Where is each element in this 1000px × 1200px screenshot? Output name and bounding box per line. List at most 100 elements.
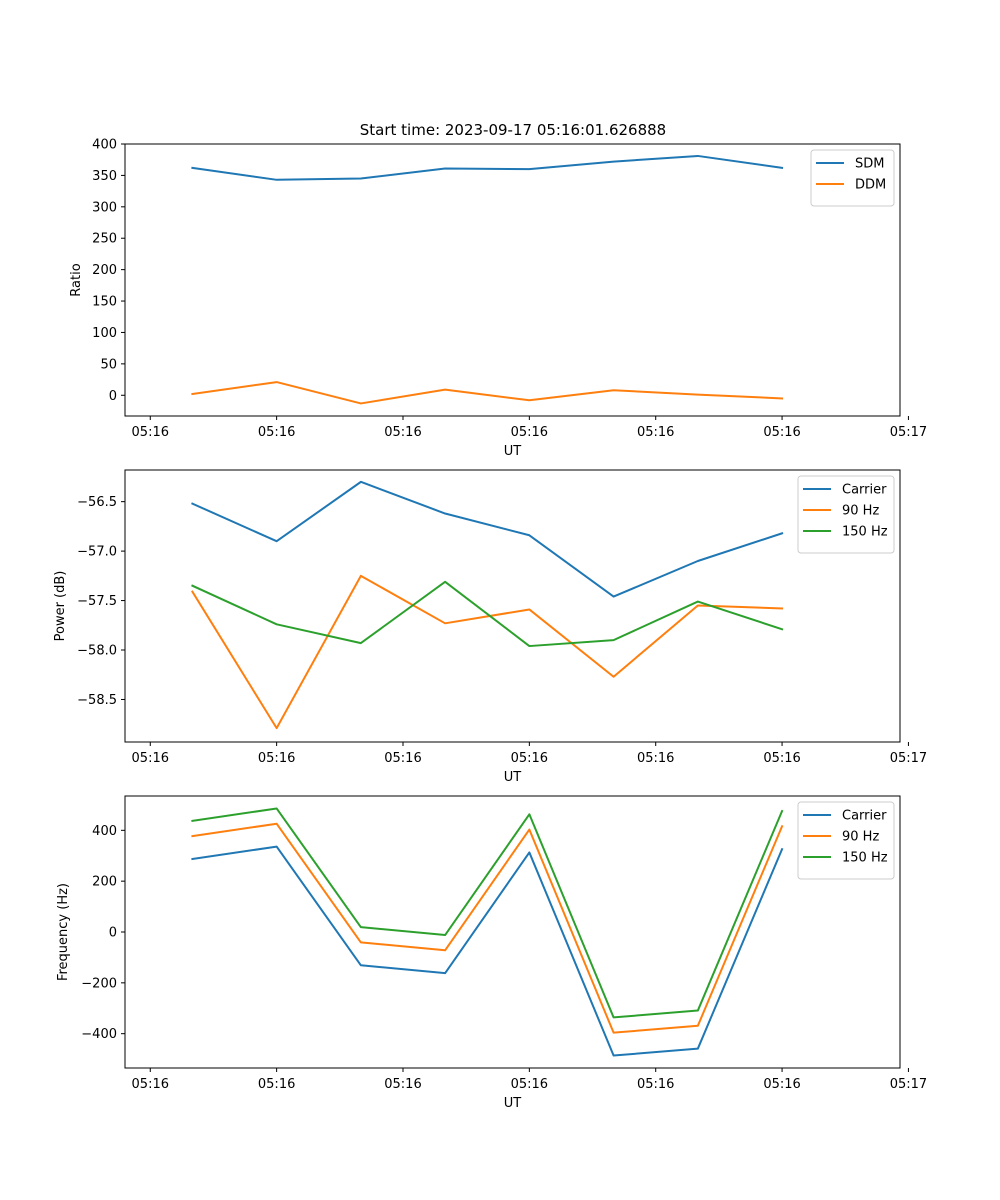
plot-area [191, 480, 784, 730]
data-point [444, 389, 446, 391]
chart-panel-3: 400 200 0 −200 −400 05:16 05:16 05:16 05:16 05:16… [56, 795, 927, 1111]
legend-label: Carrier [842, 809, 887, 824]
data-point [697, 1048, 699, 1050]
x-tick-label: 05:16 [763, 751, 800, 766]
data-point [697, 1025, 699, 1027]
data-point [276, 846, 278, 848]
axes-frame [124, 795, 901, 1069]
x-tick-label: 05:16 [511, 1077, 548, 1092]
data-point [191, 820, 193, 822]
data-point [276, 381, 278, 383]
data-point [697, 1010, 699, 1012]
y-tick-label: 400 [92, 138, 117, 153]
data-point [613, 596, 615, 598]
data-point [697, 155, 699, 157]
data-point [276, 540, 278, 542]
data-point [191, 835, 193, 837]
y-tick-label: 0 [109, 926, 117, 941]
data-point [444, 934, 446, 936]
x-tick-label: 05:16 [258, 751, 295, 766]
data-point [276, 823, 278, 825]
legend: Carrier 90 Hz 150 Hz [797, 475, 895, 554]
data-point [613, 1016, 615, 1018]
series-line-150-hz [191, 807, 784, 1019]
data-point [528, 645, 530, 647]
y-tick-label: 50 [100, 357, 117, 372]
data-point [613, 389, 615, 391]
x-tick-label: 05:17 [890, 425, 927, 440]
legend-label: 150 Hz [842, 851, 888, 866]
y-tick-label: −58.5 [77, 693, 117, 708]
y-tick-label: −56.5 [77, 495, 117, 510]
plot-area [191, 807, 784, 1057]
axes-frame [124, 469, 901, 743]
x-tick-label: 05:16 [132, 751, 169, 766]
x-tick-label: 05:16 [384, 751, 421, 766]
x-axis-label: UT [504, 444, 522, 459]
data-point [781, 825, 783, 827]
figure-title: Start time: 2023-09-17 05:16:01.626888 [360, 121, 666, 139]
y-tick-label: 350 [92, 169, 117, 184]
data-point [781, 628, 783, 630]
data-point [528, 168, 530, 170]
data-point [360, 178, 362, 180]
data-point [781, 607, 783, 609]
legend-label: DDM [855, 178, 886, 193]
y-tick-label: −57.5 [77, 594, 117, 609]
y-tick-label: 200 [92, 263, 117, 278]
data-point [444, 513, 446, 515]
plot-area [191, 154, 784, 405]
data-point [528, 851, 530, 853]
series-line-90-hz [191, 822, 784, 1034]
x-tick-label: 05:16 [132, 1077, 169, 1092]
legend-label: SDM [855, 157, 884, 172]
data-point [360, 941, 362, 943]
data-point [276, 179, 278, 181]
y-tick-label: −200 [81, 976, 117, 991]
legend-label: 90 Hz [842, 830, 879, 845]
data-point [613, 676, 615, 678]
data-point [781, 532, 783, 534]
series-line-carrier [191, 845, 784, 1057]
series-line-carrier [191, 480, 784, 598]
data-point [191, 393, 193, 395]
data-point [697, 394, 699, 396]
x-tick-label: 05:16 [384, 425, 421, 440]
data-point [360, 402, 362, 404]
legend: SDM DDM [810, 149, 895, 207]
y-tick-label: −400 [81, 1027, 117, 1042]
data-point [781, 167, 783, 169]
y-axis-label: Power (dB) [53, 571, 68, 642]
data-point [360, 642, 362, 644]
series-line-90-hz [191, 574, 784, 730]
x-tick-label: 05:16 [763, 1077, 800, 1092]
data-point [697, 605, 699, 607]
data-point [528, 813, 530, 815]
data-point [276, 623, 278, 625]
x-tick-label: 05:16 [258, 1077, 295, 1092]
y-axis-label: Ratio [69, 263, 84, 296]
data-point [613, 161, 615, 163]
x-tick-label: 05:17 [890, 751, 927, 766]
data-point [444, 167, 446, 169]
x-tick-label: 05:16 [637, 1077, 674, 1092]
y-axis-label: Frequency (Hz) [56, 883, 71, 981]
data-point [191, 591, 193, 593]
x-tick-label: 05:16 [511, 425, 548, 440]
y-tick-label: 300 [92, 200, 117, 215]
data-point [276, 727, 278, 729]
data-point [781, 397, 783, 399]
y-tick-label: 400 [92, 824, 117, 839]
x-tick-label: 05:16 [637, 425, 674, 440]
legend: Carrier 90 Hz 150 Hz [797, 801, 895, 880]
legend-box [797, 801, 895, 880]
data-point [191, 503, 193, 505]
axes-frame [124, 143, 901, 417]
data-point [697, 601, 699, 603]
x-tick-label: 05:16 [258, 425, 295, 440]
y-tick-label: −57.0 [77, 545, 117, 560]
data-point [444, 581, 446, 583]
series-line-ddm [191, 381, 784, 405]
data-point [528, 399, 530, 401]
